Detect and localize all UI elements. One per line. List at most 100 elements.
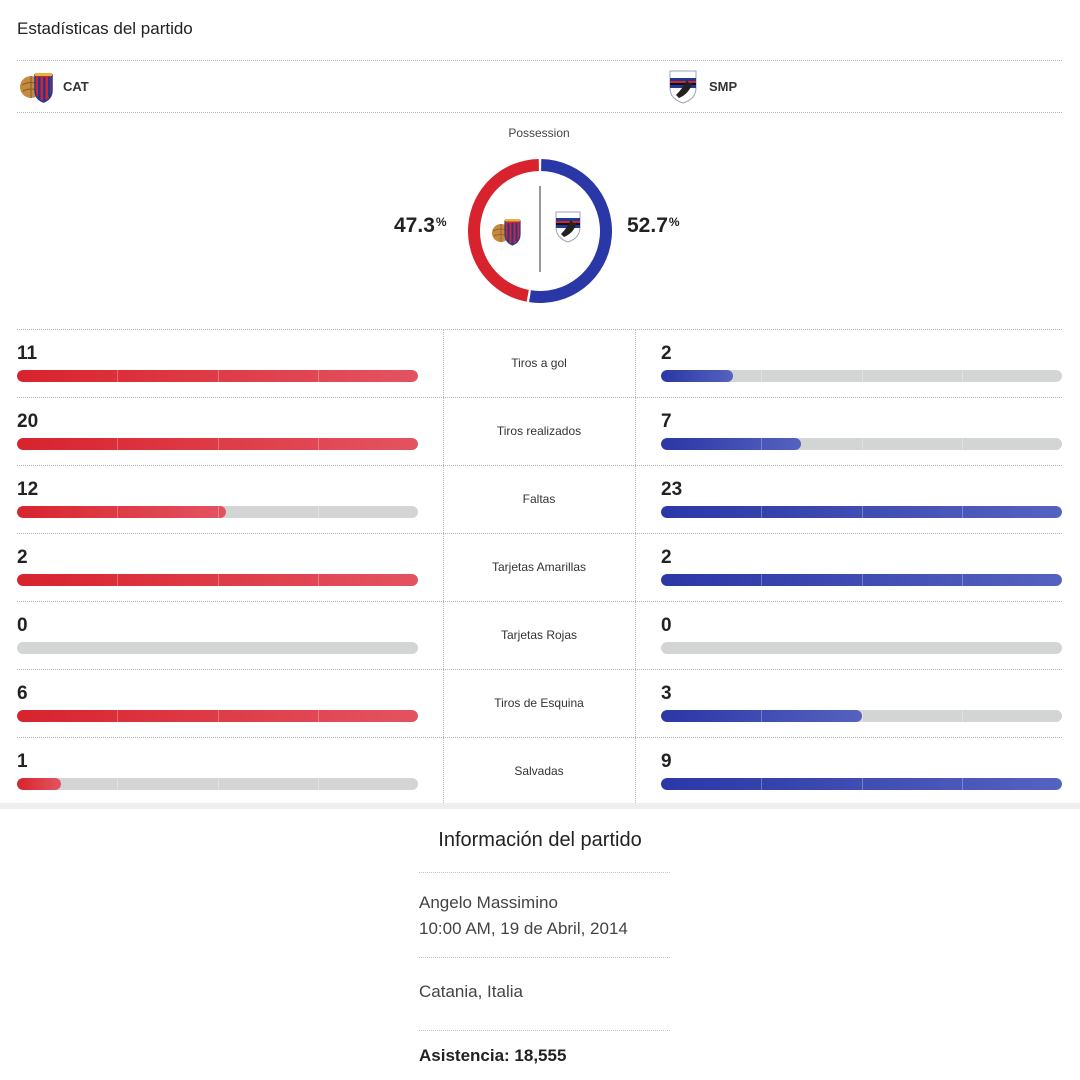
- stat-away-bar: [661, 778, 1062, 790]
- catania-crest-icon: [20, 73, 53, 103]
- divider: [17, 737, 1062, 738]
- stat-home-bar-fill: [17, 370, 418, 382]
- bar-segment: [761, 370, 763, 382]
- bar-segment: [217, 710, 219, 722]
- bar-segment: [761, 438, 763, 450]
- sampdoria-crest-icon: [669, 70, 697, 104]
- stat-home-bar-fill: [17, 506, 319, 518]
- stat-away-bar: [661, 642, 1062, 654]
- stat-away-bar-fill: [661, 370, 963, 382]
- divider: [17, 329, 1062, 330]
- divider: [17, 112, 1062, 113]
- stat-label: Tiros a gol: [511, 356, 567, 370]
- catania-crest-icon: [492, 219, 521, 246]
- bar-segment: [761, 574, 763, 586]
- bar-segment: [217, 370, 219, 382]
- stat-home-bar: [17, 506, 418, 518]
- bar-segment: [761, 778, 763, 790]
- section-separator: [0, 803, 1080, 809]
- stat-away-value: 0: [661, 615, 672, 636]
- bar-segment: [317, 438, 319, 450]
- stat-away-value: 7: [661, 411, 672, 432]
- bar-segment: [217, 778, 219, 790]
- stat-label: Tarjetas Amarillas: [491, 560, 587, 574]
- stat-label: Tiros realizados: [496, 424, 582, 438]
- bar-segment: [861, 574, 863, 586]
- divider: [17, 601, 1062, 602]
- stat-away-bar: [661, 506, 1062, 518]
- bar-segment: [217, 438, 219, 450]
- bar-segment: [117, 778, 119, 790]
- stat-away-bar-fill: [661, 778, 1062, 790]
- bar-segment: [317, 778, 319, 790]
- stat-away-bar-fill: [661, 438, 963, 450]
- stat-home-value: 1: [17, 751, 28, 772]
- bar-segment: [861, 506, 863, 518]
- bar-segment: [861, 778, 863, 790]
- divider: [17, 465, 1062, 466]
- stat-away-value: 3: [661, 683, 672, 704]
- possession-label: Possession: [508, 126, 570, 140]
- stat-away-value: 2: [661, 547, 672, 568]
- match-info-location: Catania, Italia: [419, 982, 523, 1001]
- column-divider: [635, 330, 636, 805]
- stat-label: Tarjetas Rojas: [500, 628, 578, 642]
- bar-segment: [317, 370, 319, 382]
- bar-segment: [961, 438, 963, 450]
- stat-away-bar-fill: [661, 574, 1062, 586]
- match-info-venue: Angelo Massimino: [419, 893, 558, 912]
- stat-home-value: 12: [17, 479, 39, 500]
- stat-home-bar-fill: [17, 778, 319, 790]
- bar-segment: [961, 370, 963, 382]
- stat-home-value: 6: [17, 683, 28, 704]
- stat-home-bar: [17, 438, 418, 450]
- team-home-abbr: CAT: [63, 78, 89, 94]
- stat-home-value: 20: [17, 411, 39, 432]
- bar-segment: [317, 574, 319, 586]
- bar-segment: [861, 438, 863, 450]
- bar-segment: [761, 710, 763, 722]
- bar-segment: [117, 506, 119, 518]
- stat-away-value: 9: [661, 751, 672, 772]
- page-title: Estadísticas del partido: [17, 19, 193, 38]
- stat-home-value: 11: [17, 343, 38, 364]
- bar-segment: [961, 506, 963, 518]
- sampdoria-crest-icon: [555, 211, 581, 243]
- match-info-attendance: Asistencia: 18,555: [419, 1046, 567, 1065]
- divider: [419, 1030, 670, 1031]
- bar-segment: [861, 370, 863, 382]
- stat-away-bar: [661, 438, 1062, 450]
- bar-segment: [761, 506, 763, 518]
- stat-away-bar: [661, 574, 1062, 586]
- stat-label: Faltas: [522, 492, 556, 506]
- bar-segment: [217, 506, 219, 518]
- stat-home-bar: [17, 778, 418, 790]
- stat-label: Salvadas: [514, 764, 564, 778]
- stat-away-value: 23: [661, 479, 683, 500]
- bar-segment: [861, 710, 863, 722]
- match-info-datetime: 10:00 AM, 19 de Abril, 2014: [419, 919, 628, 938]
- team-home: CAT: [19, 68, 89, 104]
- bar-segment: [117, 438, 119, 450]
- bar-segment: [961, 710, 963, 722]
- team-away-abbr: SMP: [709, 78, 738, 94]
- stat-home-bar-fill: [17, 574, 418, 586]
- bar-segment: [117, 574, 119, 586]
- possession-away-value: 52.7%: [627, 214, 680, 237]
- stat-home-bar-fill: [17, 438, 418, 450]
- divider: [17, 669, 1062, 670]
- team-away: SMP: [665, 68, 737, 104]
- possession-away-arc: [529, 159, 612, 303]
- possession-home-value: 47.3%: [394, 214, 447, 237]
- stat-away-bar-fill: [661, 506, 1062, 518]
- stat-away-bar: [661, 710, 1062, 722]
- bar-segment: [117, 370, 119, 382]
- stat-home-bar: [17, 370, 418, 382]
- bar-segment: [317, 710, 319, 722]
- stat-away-bar-fill: [661, 710, 963, 722]
- stat-home-value: 0: [17, 615, 28, 636]
- stat-label: Tiros de Esquina: [494, 696, 584, 710]
- bar-segment: [317, 506, 319, 518]
- divider: [419, 872, 670, 873]
- bar-segment: [961, 778, 963, 790]
